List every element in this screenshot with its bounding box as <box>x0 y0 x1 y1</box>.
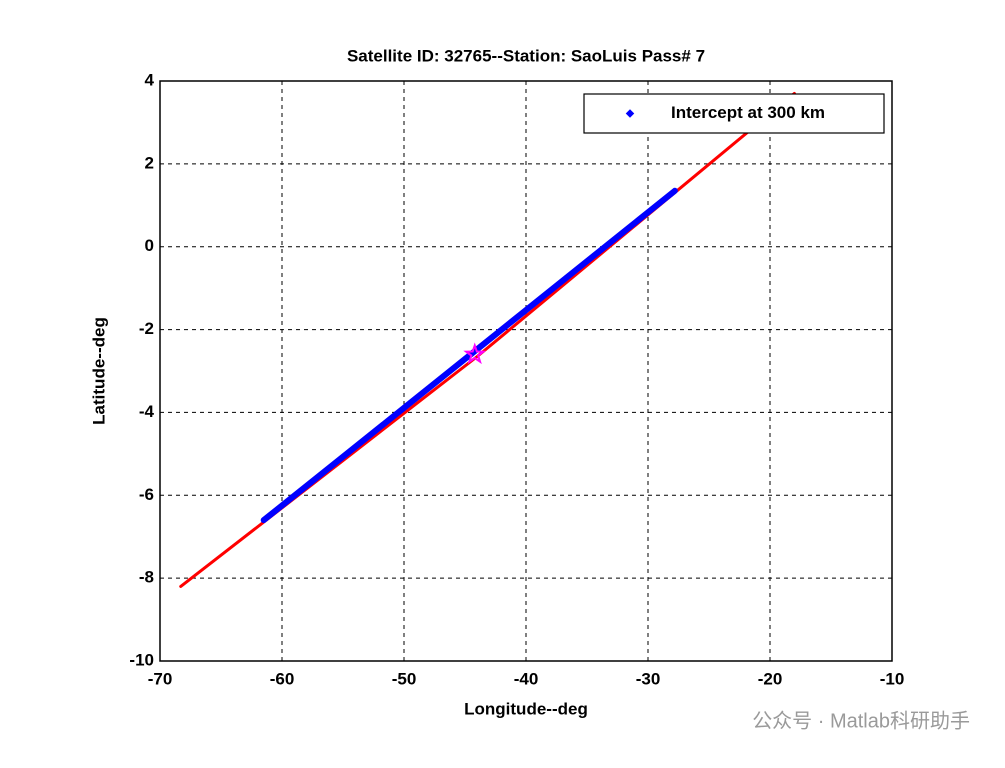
x-tick-label: -20 <box>758 669 783 688</box>
y-tick-label: -6 <box>139 485 154 504</box>
x-axis-label: Longitude--deg <box>464 699 588 718</box>
x-tick-label: -50 <box>392 669 417 688</box>
y-tick-label: 2 <box>145 153 154 172</box>
y-tick-label: -10 <box>129 650 154 669</box>
y-tick-label: -8 <box>139 568 154 587</box>
y-tick-label: 0 <box>145 236 154 255</box>
x-tick-label: -40 <box>514 669 539 688</box>
x-tick-label: -30 <box>636 669 661 688</box>
x-tick-label: -60 <box>270 669 295 688</box>
x-tick-label: -70 <box>148 669 173 688</box>
y-tick-label: -2 <box>139 319 154 338</box>
dot-track <box>260 187 678 524</box>
legend-label: Intercept at 300 km <box>671 103 825 122</box>
plot-frame <box>159 80 893 662</box>
y-tick-label: 4 <box>145 70 155 89</box>
y-axis-label: Latitude--deg <box>89 317 108 425</box>
y-tick-label: -4 <box>139 402 155 421</box>
watermark: 公众号 · Matlab科研助手 <box>752 709 970 732</box>
chart-title: Satellite ID: 32765--Station: SaoLuis Pa… <box>347 46 705 65</box>
star-marker <box>463 342 487 365</box>
x-tick-label: -10 <box>880 669 905 688</box>
